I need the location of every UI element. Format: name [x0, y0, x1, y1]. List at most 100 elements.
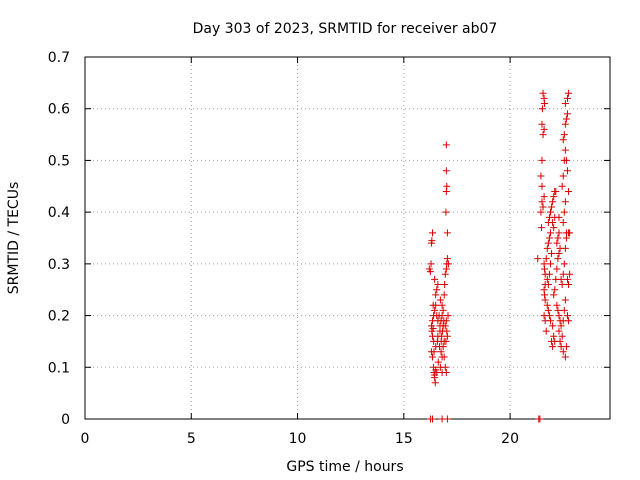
- data-point: [557, 322, 565, 330]
- data-point: [555, 213, 563, 221]
- data-point: [439, 322, 447, 330]
- data-point: [539, 131, 547, 139]
- y-tick-label: 0: [61, 412, 70, 428]
- data-point: [549, 198, 557, 206]
- data-point: [565, 317, 573, 325]
- data-point: [562, 156, 570, 164]
- data-point: [550, 291, 558, 299]
- y-tick-label: 0.3: [48, 257, 70, 273]
- data-point: [563, 167, 571, 175]
- plot-frame: [84, 56, 611, 420]
- data-point: [443, 332, 451, 340]
- data-point: [565, 187, 573, 195]
- data-point: [426, 268, 434, 276]
- data-point: [554, 234, 562, 242]
- data-point: [443, 415, 451, 423]
- data-point: [538, 224, 546, 232]
- data-point: [537, 172, 545, 180]
- data-point: [433, 286, 441, 294]
- data-point: [436, 343, 444, 351]
- y-tick-label: 0.4: [48, 205, 70, 221]
- data-point: [544, 306, 552, 314]
- data-point: [437, 348, 445, 356]
- data-point: [560, 208, 568, 216]
- data-point: [563, 94, 571, 102]
- data-point: [561, 120, 569, 128]
- data-point: [554, 306, 562, 314]
- data-point: [538, 156, 546, 164]
- data-point: [552, 187, 560, 195]
- data-point: [541, 291, 549, 299]
- x-tick-label: 20: [501, 431, 519, 447]
- data-point: [444, 312, 452, 320]
- data-point: [540, 193, 548, 201]
- data-point: [557, 275, 565, 283]
- data-point: [556, 244, 564, 252]
- data-point: [555, 229, 563, 237]
- data-point: [555, 250, 563, 258]
- data-point: [431, 379, 439, 387]
- data-point: [427, 260, 435, 268]
- data-point: [549, 322, 557, 330]
- x-tick-label: 15: [395, 431, 413, 447]
- data-point: [553, 239, 561, 247]
- y-axis-label: SRMTID / TECUs: [6, 182, 22, 295]
- data-point: [562, 343, 570, 351]
- data-point: [565, 89, 573, 97]
- data-point: [430, 348, 438, 356]
- data-point: [544, 239, 552, 247]
- data-point: [562, 115, 570, 123]
- axis-ticks: 0 5 10 15 20 0 0.1 0.2 0.3 0.4 0.5 0.6 0.7: [48, 50, 610, 447]
- data-point: [545, 234, 553, 242]
- data-point: [549, 343, 557, 351]
- data-point: [548, 203, 556, 211]
- data-point: [439, 306, 447, 314]
- data-point: [550, 224, 558, 232]
- data-point: [539, 89, 547, 97]
- data-point: [442, 208, 450, 216]
- y-tick-label: 0.2: [48, 309, 70, 325]
- data-point: [540, 125, 548, 133]
- data-point: [542, 255, 550, 263]
- data-point: [559, 218, 567, 226]
- data-point: [428, 237, 436, 245]
- y-tick-label: 0.7: [48, 50, 70, 66]
- x-tick-label: 0: [81, 431, 90, 447]
- data-point: [561, 100, 569, 108]
- data-point: [536, 415, 544, 423]
- x-tick-label: 5: [187, 431, 196, 447]
- data-point: [543, 301, 551, 309]
- data-point: [434, 281, 442, 289]
- data-point: [534, 255, 542, 263]
- data-point: [538, 182, 546, 190]
- data-point: [436, 296, 444, 304]
- chart-title: Day 303 of 2023, SRMTID for receiver ab0…: [193, 21, 498, 37]
- data-point: [553, 265, 561, 273]
- data-point: [431, 306, 439, 314]
- data-point: [563, 110, 571, 118]
- data-point: [561, 198, 569, 206]
- data-points: [425, 89, 574, 423]
- data-point: [431, 275, 439, 283]
- y-tick-label: 0.6: [48, 102, 70, 118]
- data-point: [560, 306, 568, 314]
- x-tick-label: 10: [289, 431, 307, 447]
- data-point: [550, 193, 558, 201]
- data-point: [545, 312, 553, 320]
- data-point: [441, 281, 449, 289]
- data-point: [443, 327, 451, 335]
- y-tick-label: 0.5: [48, 153, 70, 169]
- data-point: [429, 353, 437, 361]
- data-point: [554, 255, 562, 263]
- data-point: [563, 275, 571, 283]
- data-point: [442, 167, 450, 175]
- data-point: [555, 327, 563, 335]
- data-point: [559, 172, 567, 180]
- data-point: [431, 374, 439, 382]
- data-point: [544, 281, 552, 289]
- data-point: [542, 327, 550, 335]
- data-point: [442, 368, 450, 376]
- data-point: [429, 325, 437, 332]
- data-point: [434, 358, 442, 366]
- data-point: [565, 281, 573, 289]
